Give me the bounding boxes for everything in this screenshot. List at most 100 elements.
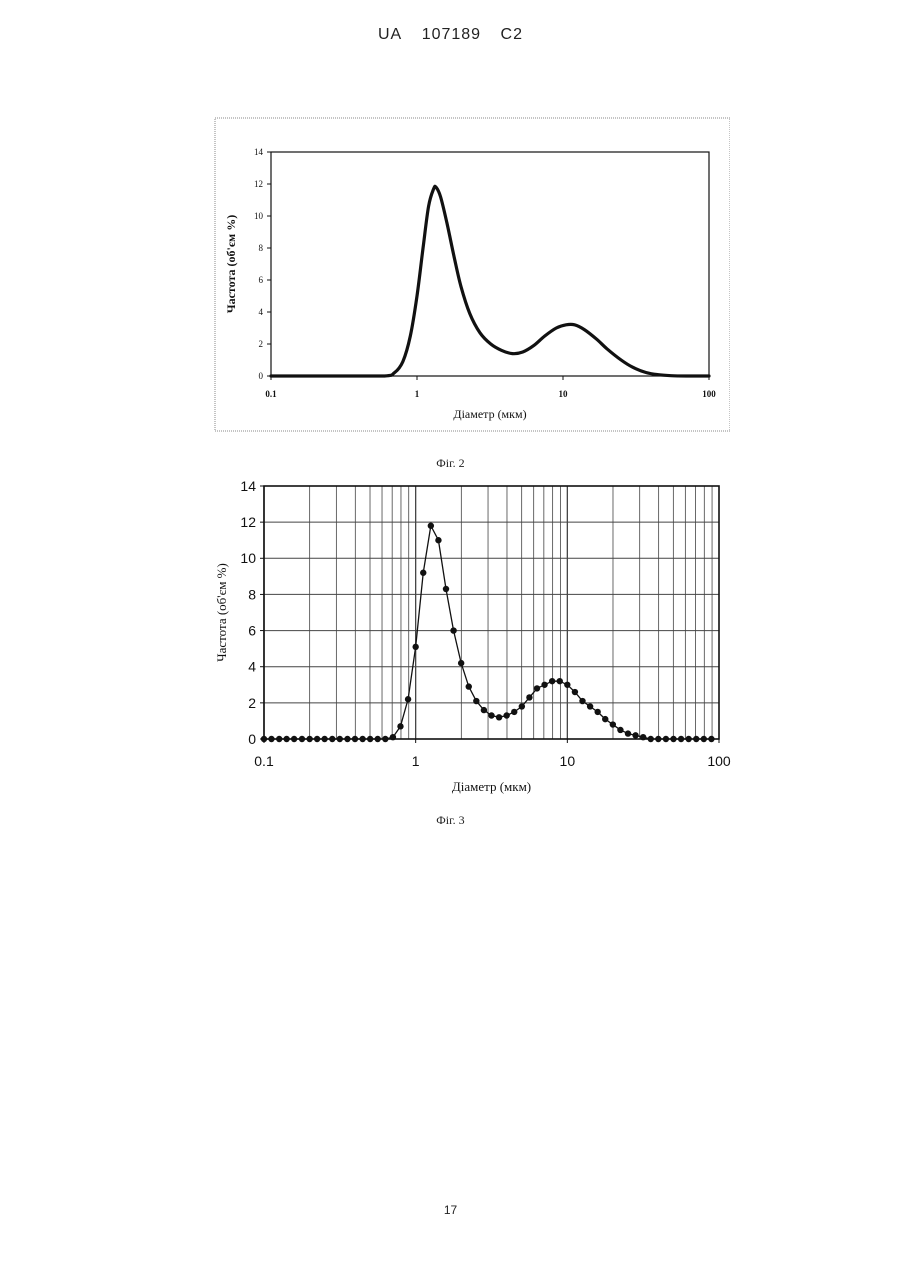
data-point-marker [496,714,502,720]
x-tick-label: 1 [415,389,420,399]
y-axis-label: Частота (об'єм %) [224,215,238,313]
data-point-marker [488,712,494,718]
patent-header: UA 107189 C2 [0,26,901,44]
x-axis-label: Діаметр (мкм) [452,779,531,794]
figure-3-caption: Фіг. 3 [0,813,901,828]
data-point-marker [572,689,578,695]
data-point-marker [268,736,274,742]
data-point-marker [503,712,509,718]
data-point-marker [594,709,600,715]
data-point-marker [283,736,289,742]
data-point-marker [678,736,684,742]
data-point-marker [534,685,540,691]
data-point-marker [359,736,365,742]
data-point-marker [602,716,608,722]
data-point-marker [473,698,479,704]
x-tick-label: 100 [707,753,731,769]
x-tick-label: 10 [559,389,569,399]
y-tick-label: 6 [259,275,264,285]
data-point-marker [526,694,532,700]
data-point-marker [541,682,547,688]
data-point-marker [375,736,381,742]
y-tick-label: 8 [259,243,264,253]
data-point-marker [685,736,691,742]
data-point-marker [321,736,327,742]
data-point-marker [412,644,418,650]
y-tick-label: 12 [240,514,256,530]
data-point-marker [701,736,707,742]
data-point-marker [420,570,426,576]
x-tick-label: 0.1 [254,753,274,769]
data-point-marker [390,734,396,740]
data-point-marker [344,736,350,742]
x-tick-label: 10 [560,753,576,769]
header-number: 107189 [422,26,481,43]
y-tick-label: 6 [248,622,256,638]
data-point-marker [693,736,699,742]
data-point-marker [261,736,267,742]
y-tick-label: 10 [240,550,256,566]
data-point-marker [648,736,654,742]
data-point-marker [579,698,585,704]
x-tick-label: 1 [412,753,420,769]
data-point-marker [564,682,570,688]
x-tick-label: 100 [702,389,716,399]
data-point-marker [382,736,388,742]
y-tick-label: 12 [254,179,263,189]
data-point-marker [428,523,434,529]
data-point-marker [405,696,411,702]
figure-2-caption: Фіг. 2 [0,456,901,471]
data-point-marker [314,736,320,742]
data-point-marker [367,736,373,742]
y-tick-label: 14 [254,147,264,157]
data-point-marker [519,703,525,709]
data-point-marker [640,734,646,740]
y-tick-label: 14 [240,478,256,494]
plot-area-border [264,486,719,739]
y-axis-label: Частота (об'єм %) [214,563,229,662]
data-point-marker [610,721,616,727]
data-point-marker [466,683,472,689]
y-tick-label: 2 [248,695,256,711]
data-point-marker [352,736,358,742]
data-point-marker [337,736,343,742]
data-point-marker [670,736,676,742]
outer-frame [215,118,730,431]
data-point-marker [397,723,403,729]
data-point-marker [329,736,335,742]
data-point-marker [511,709,517,715]
data-point-marker [450,627,456,633]
figure-2-chart: 0 2 4 6 8 10 12 14 0.1 1 10 100 Діаметр (мкм) Частота… [210,112,730,434]
y-tick-label: 4 [248,659,256,675]
y-tick-label: 0 [259,371,264,381]
series-line [271,186,709,376]
data-point-marker [549,678,555,684]
data-point-marker [276,736,282,742]
header-country: UA [378,26,402,43]
y-tick-label: 4 [259,307,264,317]
data-point-marker [625,730,631,736]
data-point-marker [458,660,464,666]
data-point-marker [291,736,297,742]
data-point-marker [708,736,714,742]
data-point-marker [632,732,638,738]
data-point-marker [306,736,312,742]
data-point-marker [557,678,563,684]
figure-3-chart: 0 2 4 6 8 10 12 14 0.1 1 10 100 Діаметр (мкм) Частота… [205,473,745,803]
data-point-marker [663,736,669,742]
header-kind: C2 [501,26,523,43]
data-point-marker [299,736,305,742]
data-point-marker [587,703,593,709]
x-axis-label: Діаметр (мкм) [453,407,526,421]
data-point-marker [655,736,661,742]
y-tick-label: 0 [248,731,256,747]
data-point-marker [481,707,487,713]
y-tick-label: 8 [248,586,256,602]
x-tick-label: 0.1 [265,389,277,399]
page-number: 17 [0,1203,901,1217]
data-point-marker [443,586,449,592]
y-tick-label: 2 [259,339,264,349]
data-point-marker [617,727,623,733]
y-tick-label: 10 [254,211,264,221]
data-point-marker [435,537,441,543]
